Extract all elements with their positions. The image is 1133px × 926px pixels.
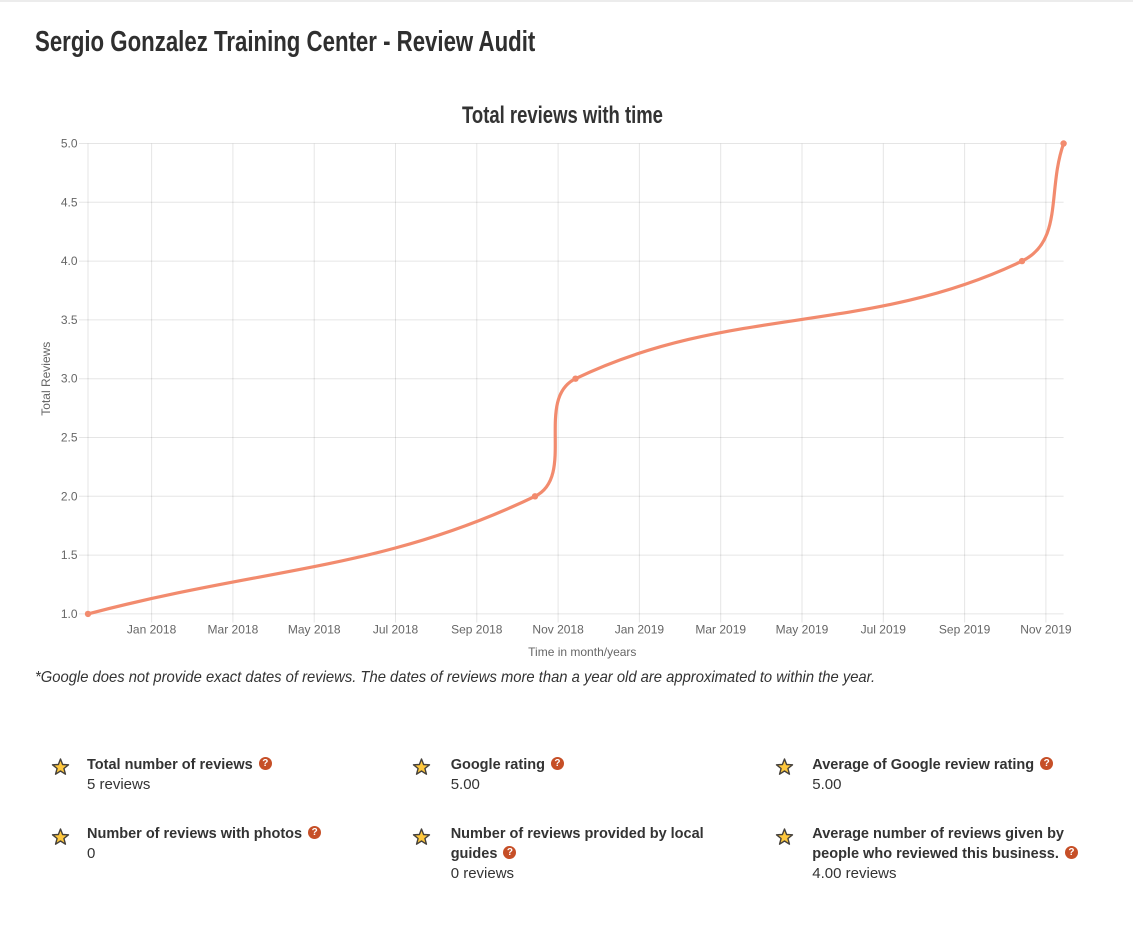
svg-text:Jul 2018: Jul 2018 (373, 622, 419, 636)
svg-text:Sep 2019: Sep 2019 (939, 622, 991, 636)
svg-text:2.5: 2.5 (61, 431, 78, 445)
svg-text:2.0: 2.0 (61, 489, 78, 503)
svg-text:May 2019: May 2019 (776, 622, 829, 636)
svg-text:Jan 2018: Jan 2018 (127, 622, 177, 636)
svg-text:3.5: 3.5 (61, 313, 78, 327)
svg-text:Time in month/years: Time in month/years (528, 645, 636, 659)
svg-text:Nov 2018: Nov 2018 (532, 622, 584, 636)
svg-text:4.0: 4.0 (61, 254, 78, 268)
svg-text:Jan 2019: Jan 2019 (615, 622, 665, 636)
svg-text:5.0: 5.0 (61, 137, 78, 151)
svg-text:1.5: 1.5 (61, 548, 78, 562)
svg-text:Sep 2018: Sep 2018 (451, 622, 503, 636)
svg-text:Mar 2018: Mar 2018 (208, 622, 259, 636)
svg-text:4.5: 4.5 (61, 195, 78, 209)
svg-text:Mar 2019: Mar 2019 (695, 622, 746, 636)
svg-text:Total Reviews: Total Reviews (39, 342, 53, 416)
svg-text:Jul 2019: Jul 2019 (861, 622, 907, 636)
svg-text:1.0: 1.0 (61, 607, 78, 621)
svg-text:3.0: 3.0 (61, 372, 78, 386)
svg-text:Nov 2019: Nov 2019 (1020, 622, 1072, 636)
svg-text:May 2018: May 2018 (288, 622, 341, 636)
